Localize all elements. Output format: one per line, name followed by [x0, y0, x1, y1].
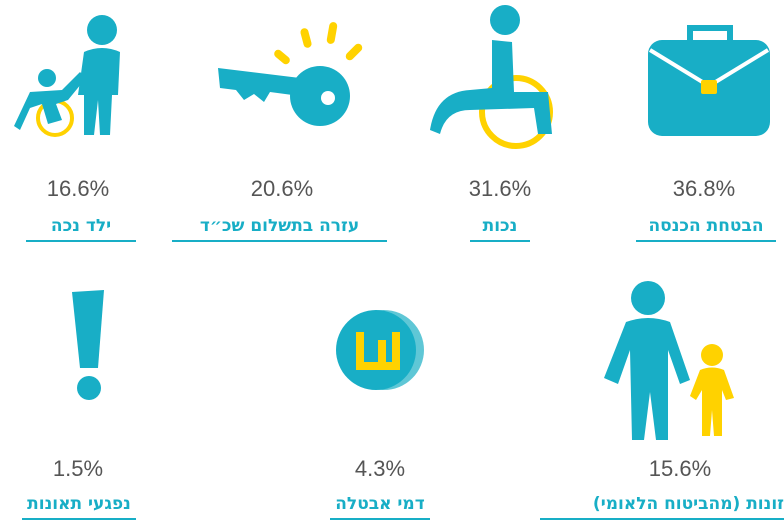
coin-icon — [336, 310, 424, 390]
label: נכות — [470, 216, 530, 242]
percent: 16.6% — [46, 176, 110, 201]
label: דמי אבטלה — [330, 494, 430, 520]
percent: 36.8% — [672, 176, 736, 201]
percent: 15.6% — [648, 456, 712, 481]
percent: 31.6% — [468, 176, 532, 201]
percent: 1.5% — [52, 456, 104, 481]
percent: 20.6% — [250, 176, 314, 201]
label: הבטחת הכנסה — [636, 216, 776, 242]
child-disability-icon — [14, 15, 120, 137]
label: זונות (מהביטוח הלאומי) — [540, 494, 784, 520]
percent: 4.3% — [354, 456, 406, 481]
wheelchair-icon — [430, 5, 553, 149]
label: ילד נכה — [26, 216, 136, 242]
parent-child-icon — [604, 281, 734, 440]
briefcase-icon — [648, 25, 770, 136]
exclamation-icon — [72, 290, 104, 400]
key-icon — [218, 22, 363, 126]
label: עזרה בתשלום שכ״ד — [172, 216, 387, 242]
label: נפגעי תאונות — [22, 494, 136, 520]
